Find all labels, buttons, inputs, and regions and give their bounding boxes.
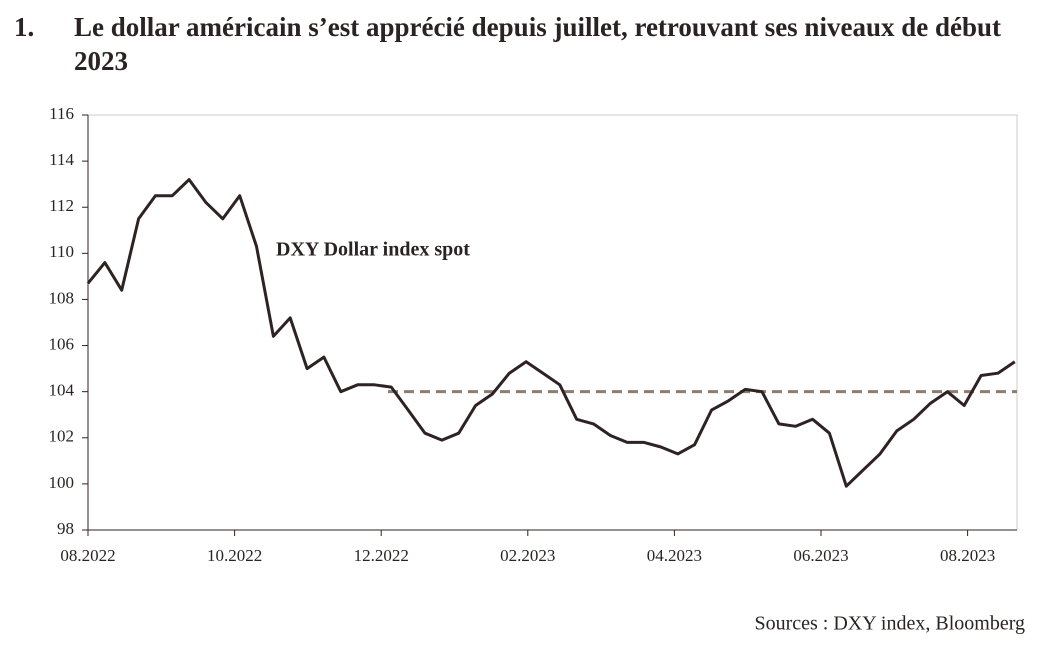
x-tick-label: 02.2023	[500, 546, 555, 565]
plot-frame	[87, 114, 1018, 531]
x-tick-label: 04.2023	[647, 546, 702, 565]
y-tick-label: 100	[49, 473, 75, 492]
y-tick-label: 108	[49, 288, 75, 307]
chart-title: Le dollar américain s’est apprécié depui…	[74, 12, 1001, 76]
y-tick-label: 114	[49, 150, 74, 169]
y-tick-label: 98	[57, 519, 74, 538]
x-tick-label: 12.2022	[354, 546, 409, 565]
x-tick-label: 08.2023	[940, 546, 995, 565]
y-tick-label: 106	[49, 334, 75, 353]
y-tick-label: 116	[49, 104, 74, 123]
y-tick-label: 104	[49, 381, 75, 400]
y-tick-label: 102	[49, 427, 75, 446]
y-tick-label: 112	[49, 196, 74, 215]
x-tick-label: 10.2022	[207, 546, 262, 565]
y-tick-label: 110	[49, 242, 74, 261]
annotation: DXY Dollar index spot	[276, 239, 470, 261]
x-tick-label: 08.2022	[60, 546, 115, 565]
source: Sources : DXY index, Bloomberg	[754, 613, 1025, 635]
data-line	[86, 178, 1016, 488]
x-tick-label: 06.2023	[793, 546, 848, 565]
title-block: 1. Le dollar américain s’est apprécié de…	[14, 10, 1034, 78]
chart-number: 1.	[14, 12, 35, 42]
